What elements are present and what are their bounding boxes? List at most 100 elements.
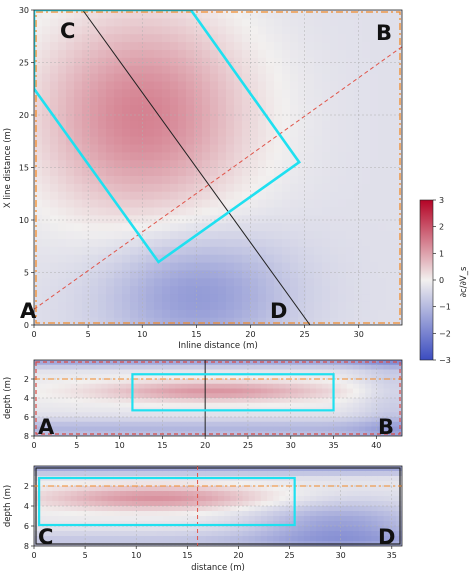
heatmap-cell: [316, 412, 323, 418]
heatmap-cell: [66, 269, 75, 279]
heatmap-cell: [340, 511, 348, 517]
heatmap-cell: [90, 120, 99, 129]
heatmap-cell: [193, 486, 201, 492]
heatmap-cell: [138, 112, 147, 121]
heatmap-cell: [346, 516, 354, 522]
heatmap-cell: [352, 360, 360, 366]
heatmap-cell: [354, 33, 363, 43]
heatmap-cell: [146, 41, 155, 50]
heatmap-cell: [90, 80, 99, 90]
heatmap-cell: [101, 379, 109, 385]
heatmap-cell: [274, 151, 283, 161]
heatmap-cell: [394, 246, 402, 255]
heatmap-cell: [378, 10, 387, 19]
heatmap-cell: [242, 17, 251, 27]
x-tick-label: 10: [137, 330, 147, 339]
heatmap-cell: [170, 301, 179, 310]
heatmap-cell: [230, 360, 237, 366]
heatmap-cell: [378, 293, 387, 302]
heatmap-cell: [328, 511, 336, 517]
heatmap-cell: [205, 481, 213, 487]
heatmap-cell: [154, 285, 163, 295]
profile-cd-line: [82, 10, 311, 325]
heatmap-cell: [328, 393, 336, 399]
heatmap-cell: [34, 364, 41, 371]
heatmap-cell: [346, 262, 355, 271]
heatmap-cell: [82, 206, 91, 216]
heatmap-cell: [378, 65, 387, 74]
heatmap-cell: [211, 466, 219, 472]
heatmap-cell: [82, 214, 91, 224]
heatmap-cell: [150, 360, 158, 366]
heatmap-cell: [297, 364, 305, 371]
heatmap-cell: [107, 421, 115, 428]
heatmap-cell: [322, 183, 331, 192]
heatmap-cell: [365, 491, 372, 497]
heatmap-cell: [250, 73, 259, 82]
heatmap-cell: [394, 10, 402, 19]
heatmap-cell: [52, 398, 60, 404]
heatmap-cell: [250, 57, 259, 66]
heatmap-cell: [83, 466, 90, 472]
heatmap-cell: [370, 317, 379, 325]
heatmap-cell: [126, 531, 133, 537]
heatmap-cell: [187, 364, 195, 371]
heatmap-cell: [254, 481, 262, 487]
heatmap-cell: [126, 421, 133, 428]
heatmap-cell: [282, 128, 291, 137]
heatmap-cell: [291, 412, 299, 418]
heatmap-cell: [89, 412, 96, 418]
heatmap-cell: [95, 383, 103, 390]
heatmap-cell: [236, 531, 244, 537]
heatmap-cell: [273, 374, 280, 380]
heatmap-cell: [95, 536, 103, 542]
heatmap-cell: [50, 151, 59, 161]
heatmap-cell: [340, 466, 348, 472]
heatmap-cell: [162, 360, 170, 366]
heatmap-cell: [210, 104, 219, 113]
heatmap-cell: [74, 143, 83, 153]
heatmap-cell: [162, 383, 170, 390]
heatmap-cell: [138, 379, 145, 385]
heatmap-cell: [74, 73, 83, 82]
heatmap-cell: [352, 501, 360, 507]
heatmap-cell: [224, 481, 231, 487]
heatmap-cell: [226, 167, 235, 176]
heatmap-cell: [132, 491, 139, 497]
heatmap-cell: [76, 531, 84, 537]
heatmap-cell: [202, 199, 211, 208]
heatmap-cell: [138, 73, 147, 82]
heatmap-cell: [146, 25, 155, 35]
heatmap-cell: [266, 25, 275, 35]
heatmap-cell: [202, 80, 211, 90]
heatmap-cell: [248, 526, 256, 532]
heatmap-cell: [378, 277, 387, 287]
heatmap-cell: [290, 222, 299, 232]
heatmap-cell: [154, 238, 163, 247]
heatmap-cell: [156, 536, 164, 542]
heatmap-cell: [42, 183, 51, 192]
heatmap-cell: [130, 317, 139, 325]
heatmap-cell: [205, 521, 213, 527]
heatmap-cell: [170, 309, 179, 318]
heatmap-cell: [106, 175, 115, 184]
heatmap-cell: [274, 136, 283, 145]
heatmap-cell: [395, 402, 402, 409]
heatmap-cell: [119, 471, 127, 477]
heatmap-cell: [42, 25, 51, 35]
heatmap-cell: [328, 466, 336, 472]
heatmap-cell: [83, 506, 90, 512]
heatmap-cell: [226, 301, 235, 310]
heatmap-cell: [322, 222, 331, 232]
heatmap-cell: [328, 521, 336, 527]
heatmap-cell: [362, 246, 371, 255]
heatmap-cell: [218, 388, 225, 394]
heatmap-cell: [260, 402, 268, 409]
heatmap-cell: [178, 309, 187, 318]
heatmap-cell: [114, 120, 123, 129]
heatmap-cell: [106, 167, 115, 176]
heatmap-cell: [250, 104, 259, 113]
heatmap-cell: [101, 407, 109, 413]
heatmap-cell: [365, 521, 372, 527]
heatmap-cell: [95, 379, 103, 385]
